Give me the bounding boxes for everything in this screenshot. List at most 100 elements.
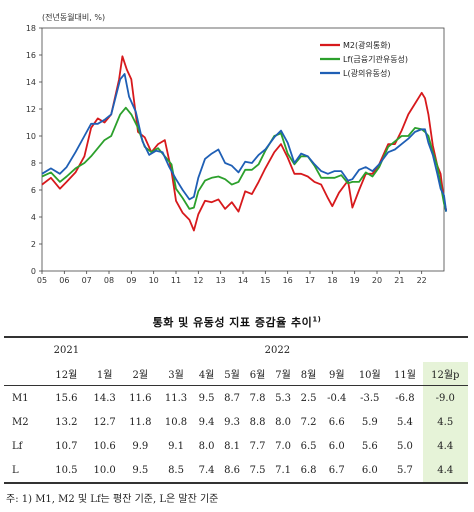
table-cell: 4.5	[422, 410, 468, 434]
table-cell: 9.9	[132, 440, 149, 452]
x-tick-label: 19	[350, 276, 360, 285]
table-cell: 8.5	[158, 458, 194, 484]
table-cell: 8.8	[249, 416, 266, 428]
table-title: 통화 및 유동성 지표 증감율 추이1)	[0, 314, 474, 330]
table-cell: 6.6	[328, 416, 345, 428]
table-cell: 11.6	[129, 392, 152, 404]
month-header-cell: 10월	[352, 362, 388, 386]
table-cell: 7.2	[300, 416, 317, 428]
x-tick-label: 13	[216, 276, 226, 285]
row-label: L	[4, 458, 46, 484]
table-cell: 4.4	[422, 458, 468, 484]
legend-label-1: Lf(금융기관유동성)	[343, 54, 408, 64]
table-cell: 12.7	[93, 416, 116, 428]
table-cell: 9.4	[198, 416, 215, 428]
table-cell: 8.1	[224, 440, 241, 452]
month-header-cell: 6월	[244, 362, 271, 386]
x-tick-label: 17	[305, 276, 315, 285]
table-cell: 10.8	[164, 416, 188, 428]
year-header-row: 2021 2022	[4, 337, 468, 362]
x-tick-label: 22	[417, 276, 427, 285]
table-cell: 7.4	[193, 458, 220, 484]
x-tick-label: 21	[394, 276, 404, 285]
table-row: Lf 10.7 10.6 9.9 9.1 8.0 8.1 7.7 7.0 6.5 6.0 5.6 5.0…	[4, 434, 468, 458]
chart-series	[41, 55, 448, 232]
year-2021-cell: 2021	[53, 344, 80, 356]
corner-cell	[4, 337, 46, 362]
row-label: M1	[12, 392, 29, 404]
y-tick-label: 16	[26, 51, 36, 60]
line-chart: 0 2 4 6 8 10 12 14 16 18 05 06 07 08 09 10 11 12 13 14 15 16 1…	[26, 12, 448, 285]
legend-label-2: L(광의유동성)	[343, 68, 391, 78]
y-tick-label: 14	[26, 78, 36, 87]
table-cell: 13.2	[55, 416, 78, 428]
month-header-cell: 12월	[46, 362, 87, 386]
month-header-cell: 11월	[387, 362, 423, 386]
month-header-cell: 7월	[270, 362, 296, 386]
x-tick-label: 12	[193, 276, 203, 285]
month-header-cell: 2월	[122, 362, 159, 386]
table-cell: 7.7	[249, 440, 266, 452]
x-tick-label: 15	[260, 276, 270, 285]
table-cell: 6.7	[321, 458, 353, 484]
x-tick-label: 05	[37, 276, 47, 285]
table-cell: 11.8	[129, 416, 152, 428]
month-header-cell: 12월p	[422, 362, 468, 386]
month-header-cell: 1월	[86, 362, 123, 386]
table-row: M2 13.2 12.7 11.8 10.8 9.4 9.3 8.8 8.0 7.2 6.6 5.9 5…	[4, 410, 468, 434]
y-unit-label: (전년동월대비, %)	[42, 12, 105, 22]
plot-frame	[41, 27, 445, 272]
table-cell: 9.1	[168, 440, 184, 452]
year-2022-cell: 2022	[264, 344, 291, 356]
table-cell: 10.5	[46, 458, 87, 484]
x-tick-label: 08	[104, 276, 114, 285]
table-cell: 6.0	[352, 458, 388, 484]
table-cell: 9.5	[122, 458, 159, 484]
table-cell: 5.9	[361, 416, 378, 428]
table-cell: 8.0	[275, 416, 291, 428]
table-cell: 6.8	[295, 458, 322, 484]
x-tick-label: 16	[283, 276, 293, 285]
table-cell: 9.5	[198, 392, 215, 404]
row-label: Lf	[12, 440, 23, 452]
month-header-cell: 8월	[295, 362, 322, 386]
x-tick-label: 20	[372, 276, 382, 285]
y-tick-label: 10	[26, 132, 36, 141]
table-cell: 2.5	[300, 392, 317, 404]
y-tick-label: 18	[26, 24, 36, 33]
table-cell: 8.0	[198, 440, 215, 452]
table-cell: 5.4	[396, 416, 413, 428]
y-tick-label: 8	[31, 159, 36, 168]
table-title-footnote-mark: 1)	[312, 315, 322, 324]
month-corner-cell	[4, 362, 46, 386]
table-cell: 5.0	[396, 440, 413, 452]
table-cell: 5.7	[387, 458, 423, 484]
table-cell: 15.6	[55, 392, 78, 404]
table-cell: 10.6	[93, 440, 116, 452]
month-header-cell: 9월	[321, 362, 353, 386]
table-cell: -6.8	[395, 392, 415, 404]
x-tick-label: 11	[171, 276, 181, 285]
table-cell: 4.4	[422, 434, 468, 458]
table-cell: 11.3	[164, 392, 188, 404]
series-line-1	[41, 106, 448, 212]
table-cell: 6.0	[328, 440, 345, 452]
chart-axes: 0 2 4 6 8 10 12 14 16 18 05 06 07 08 09 10 11 12 13 14 15 16 1…	[26, 24, 445, 285]
table-cell: 6.5	[300, 440, 317, 452]
table-cell: -3.5	[360, 392, 380, 404]
table-cell: 7.5	[244, 458, 271, 484]
table-row: L 10.5 10.0 9.5 8.5 7.4 8.6 7.5 7.1 6.8 6.7 6.0 5.7 4…	[4, 458, 468, 484]
x-tick-label: 18	[327, 276, 337, 285]
month-header-cell: 3월	[158, 362, 194, 386]
liquidity-table: 2021 2022 12월 1월 2월 3월 4월 5월 6월 7월 8월 9월 10월 11월 12월…	[4, 336, 468, 484]
table-cell: 5.3	[275, 392, 291, 404]
legend-label-0: M2(광의통화)	[343, 40, 391, 50]
table-title-text: 통화 및 유동성 지표 증감율 추이	[152, 316, 313, 329]
month-header-row: 12월 1월 2월 3월 4월 5월 6월 7월 8월 9월 10월 11월 12월p	[4, 362, 468, 386]
row-label: M2	[12, 416, 29, 428]
y-tick-label: 4	[31, 213, 36, 222]
y-tick-label: 0	[31, 267, 36, 276]
table-cell: 7.0	[275, 440, 291, 452]
table-cell: -0.4	[327, 392, 347, 404]
y-tick-label: 12	[26, 105, 36, 114]
